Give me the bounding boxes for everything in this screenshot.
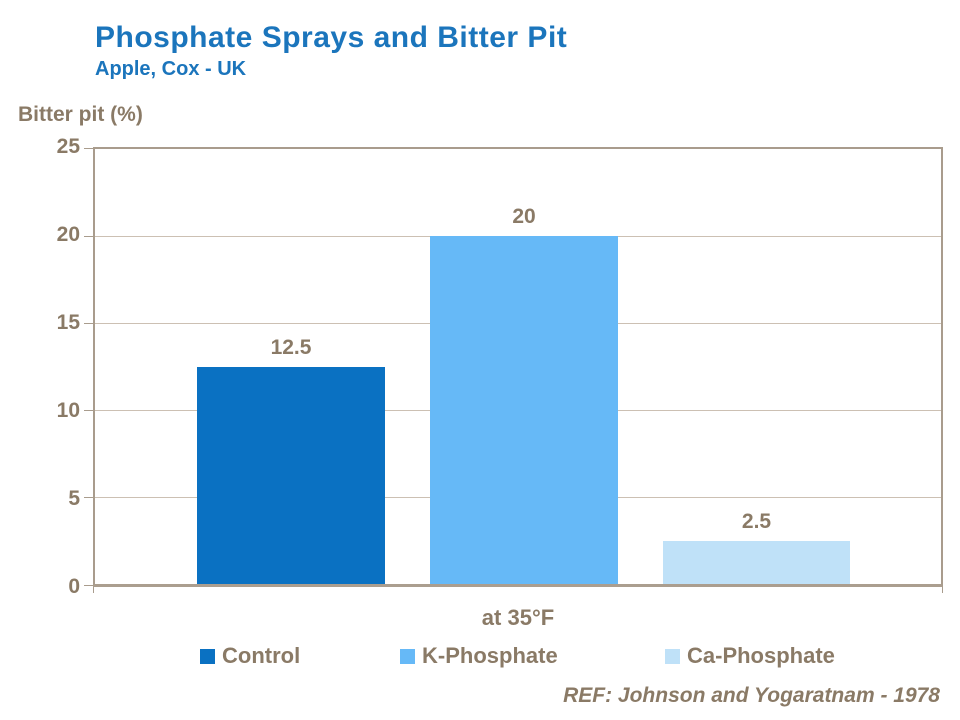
y-tick-5: 5 [68,487,80,510]
y-tickmark-10 [84,410,93,411]
bar-value-k-phosphate: 20 [512,205,536,228]
y-tick-0: 0 [68,575,80,598]
y-tickmark-25 [84,148,93,149]
legend-label-control: Control [222,643,301,668]
x-axis-category-label: at 35°F [481,605,555,630]
x-tickmark-right [942,587,943,593]
chart-title: Phosphate Sprays and Bitter Pit [95,21,568,54]
legend-swatch-ca-phosphate [665,648,680,664]
bar-group-k-phosphate: 20 [430,149,618,584]
y-tickmark-20 [84,236,93,237]
legend-label-ca-phosphate: Ca-Phosphate [687,643,835,668]
bar-group-ca-phosphate: 2.5 [663,149,850,584]
y-tick-20: 20 [56,223,80,246]
bar-value-ca-phosphate: 2.5 [741,509,772,533]
y-tick-10: 10 [56,399,80,422]
bar-control [197,366,385,584]
chart-subtitle: Apple, Cox - UK [95,58,247,80]
bar-k-phosphate [430,236,618,584]
bar-value-control: 12.5 [270,335,312,359]
legend-item-ca-phosphate: Ca-Phosphate [665,643,835,669]
y-axis-title: Bitter pit (%) [18,103,143,126]
y-tick-15: 15 [56,311,80,334]
y-tickmark-5 [84,497,93,498]
legend-label-k-phosphate: K-Phosphate [422,643,558,668]
legend-item-control: Control [200,643,300,669]
bar-group-control: 12.5 [197,149,385,584]
legend-swatch-k-phosphate [400,648,415,664]
y-tick-25: 25 [56,135,80,158]
bar-ca-phosphate [663,540,850,584]
x-tickmark-left [93,587,94,593]
plot-area: 12.5 20 2.5 [84,147,943,593]
chart-legend: Control K-Phosphate Ca-Phosphate [0,643,960,669]
reference-citation: REF: Johnson and Yogaratnam - 1978 [563,684,940,707]
legend-item-k-phosphate: K-Phosphate [400,643,558,669]
legend-swatch-control [200,648,215,664]
y-tickmark-0 [84,585,93,586]
y-tickmark-15 [84,323,93,324]
